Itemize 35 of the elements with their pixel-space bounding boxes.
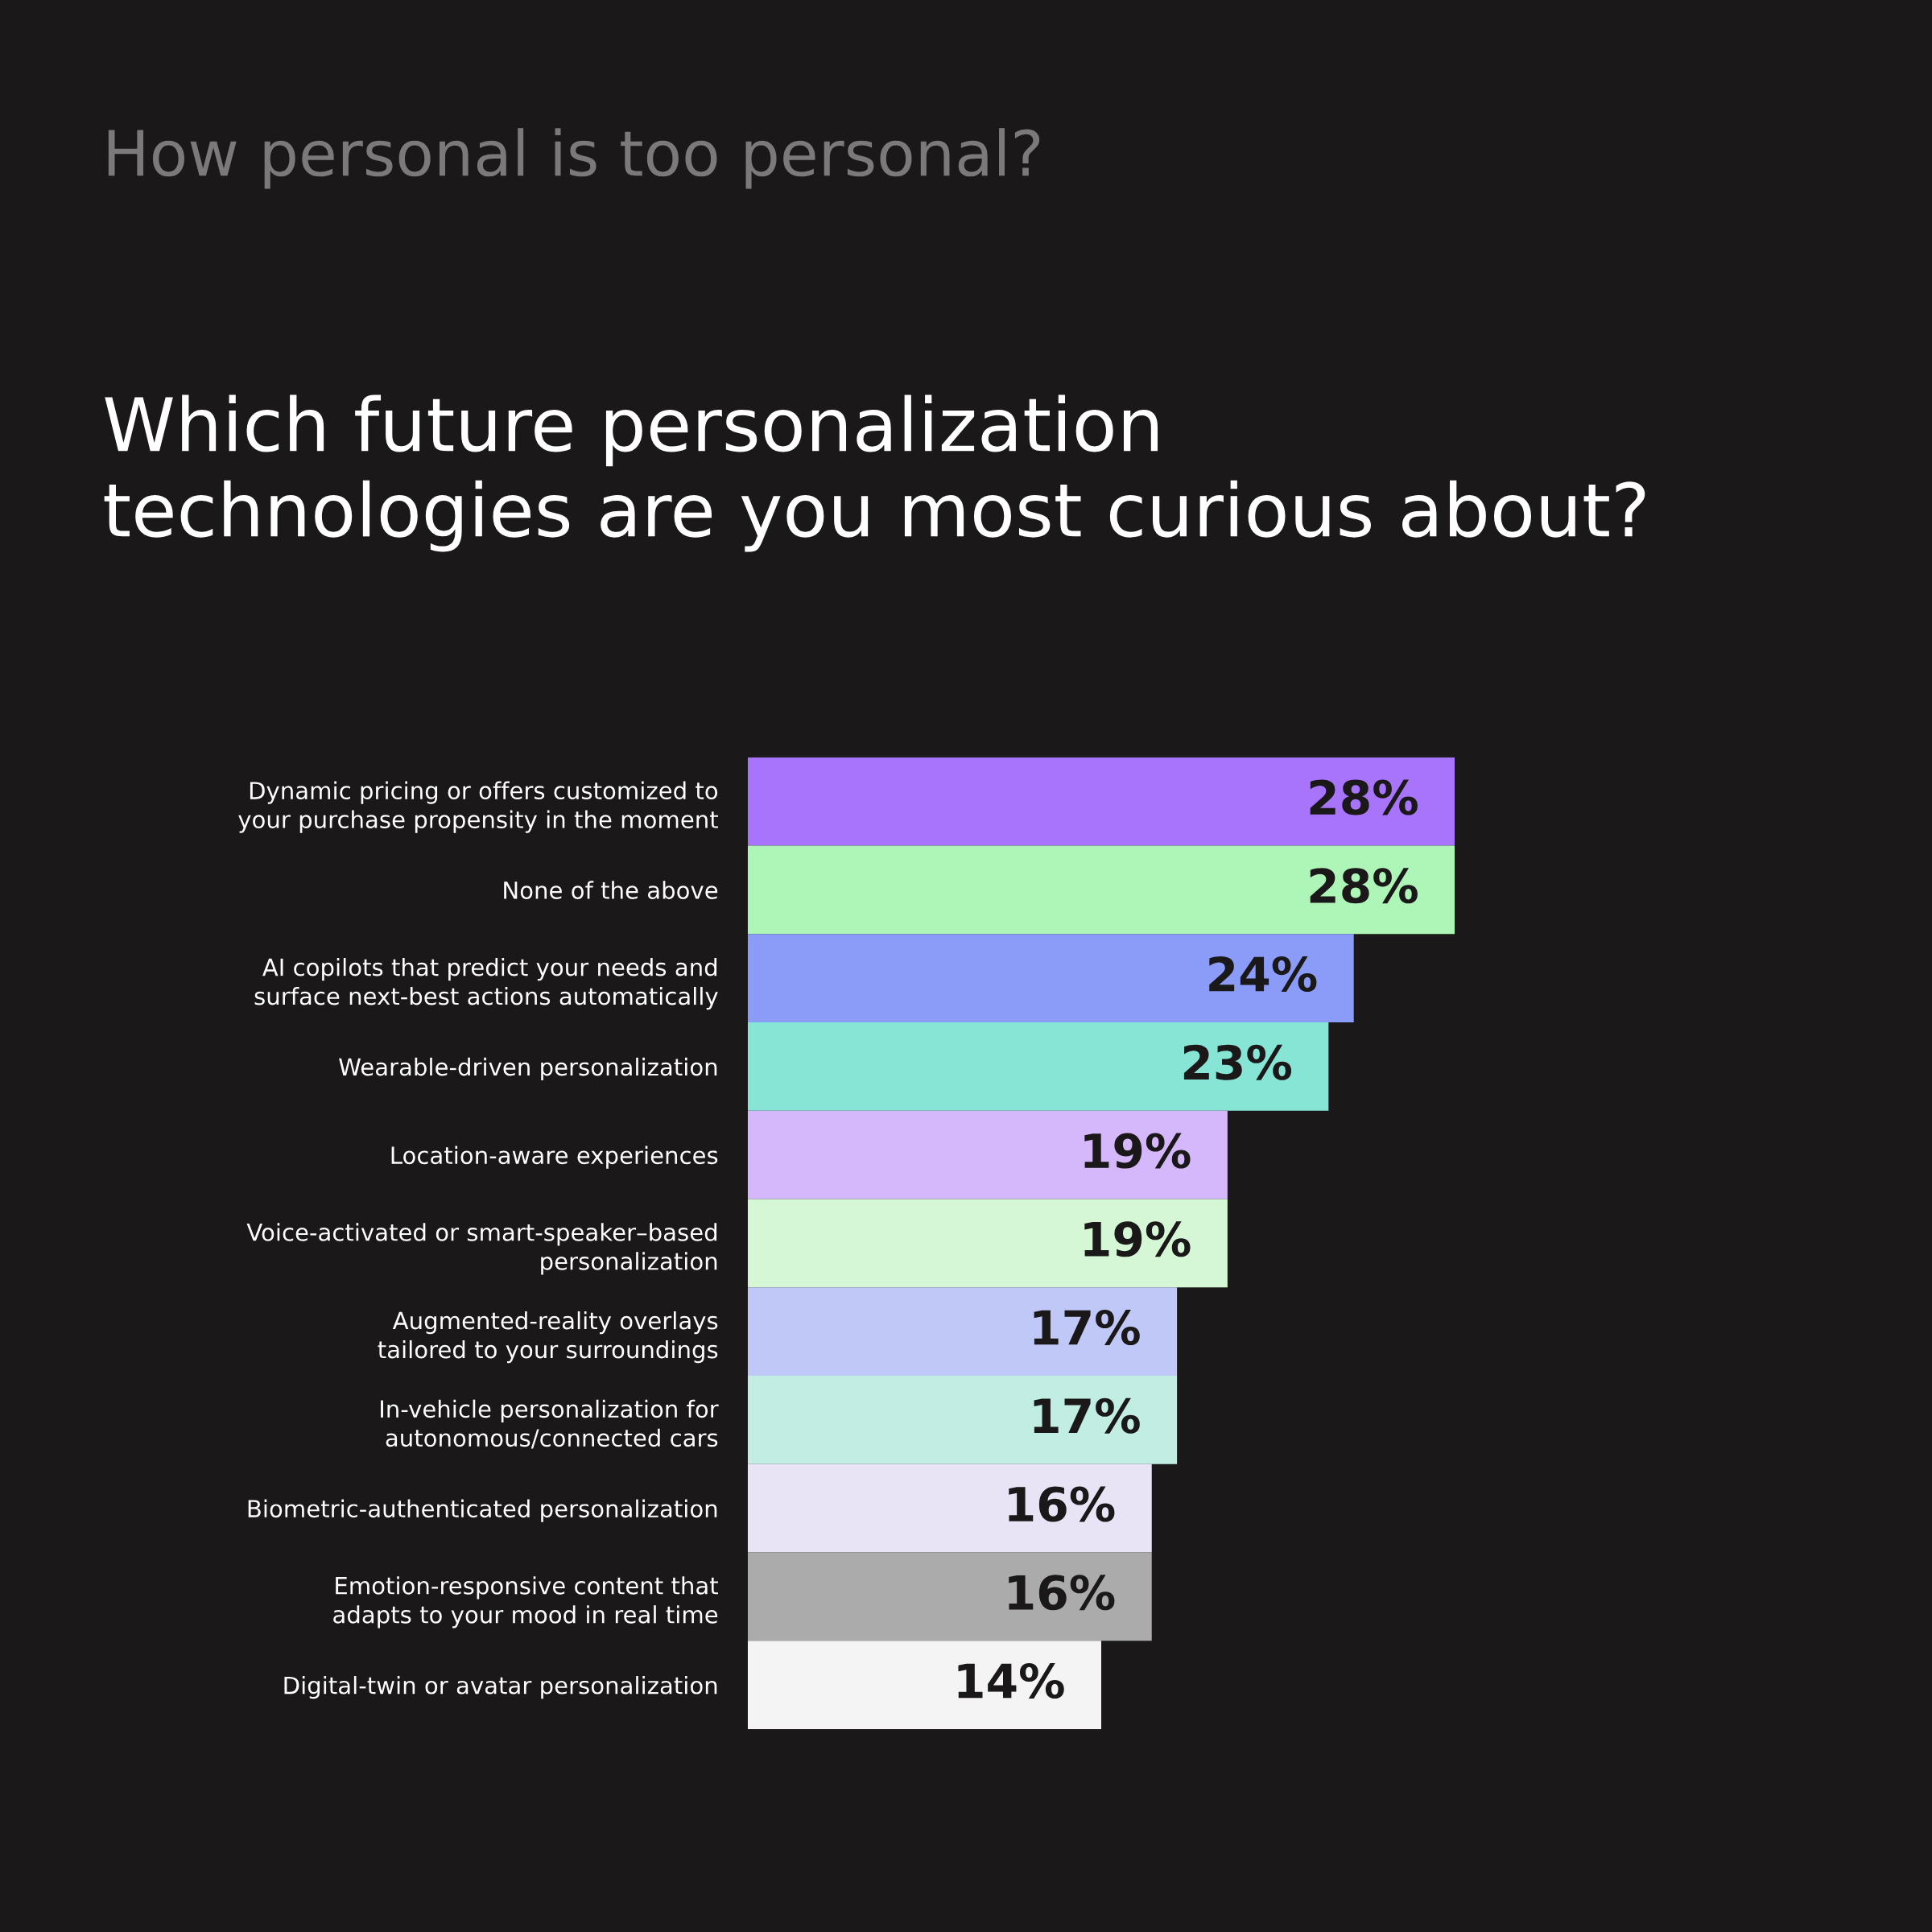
- bar: [747, 1641, 1101, 1729]
- y-tick-label: Wearable-driven personalization: [339, 1057, 717, 1081]
- data-label: 17%: [1034, 1309, 1140, 1346]
- data-label: 14%: [958, 1662, 1064, 1699]
- y-tick-label: In-vehicle personalization for autonomous/connected cars: [381, 1399, 719, 1449]
- y-tick-label: Dynamic pricing or offers customized to your purchase propensity in the moment: [238, 781, 718, 833]
- data-label: 24%: [1209, 956, 1317, 993]
- data-label: 16%: [1009, 1486, 1115, 1522]
- y-tick-label: Emotion-responsive content that adapts to your mood in real time: [333, 1576, 718, 1629]
- y-tick-label: AI copilots that predict your needs and surface next-best actions automatically: [254, 957, 718, 1010]
- data-label: 17%: [1034, 1397, 1140, 1434]
- data-label: 16%: [1009, 1575, 1115, 1611]
- y-tick-label: Digital-twin or avatar personalization: [284, 1676, 717, 1699]
- bar: [747, 1376, 1178, 1464]
- bar: [747, 845, 1455, 935]
- data-label: 28%: [1310, 779, 1418, 815]
- y-tick-label: Voice-activated or smart-speaker–based personalization: [246, 1223, 717, 1275]
- bar: [747, 1552, 1152, 1641]
- bar: [747, 757, 1455, 846]
- data-label: 19%: [1084, 1133, 1191, 1169]
- bar: [747, 1199, 1228, 1288]
- chart-title: Which future personalization technologies are you most curious about?: [104, 394, 1645, 552]
- bar: [747, 1287, 1178, 1377]
- y-tick-label: Biometric-authenticated personalization: [248, 1499, 717, 1522]
- data-label: 28%: [1310, 868, 1418, 904]
- y-tick-label: None of the above: [504, 881, 718, 899]
- y-tick-label: Augmented-reality overlays tailored to your surroundings: [378, 1311, 718, 1364]
- bar: [747, 1022, 1329, 1111]
- data-label: 23%: [1183, 1044, 1292, 1080]
- bar: [747, 1110, 1228, 1199]
- bar: [747, 1463, 1152, 1553]
- data-label: 19%: [1084, 1221, 1191, 1257]
- bar: [747, 934, 1354, 1023]
- y-tick-label: Location-aware experiences: [391, 1146, 718, 1169]
- chart-subtitle: How personal is too personal?: [108, 128, 1040, 189]
